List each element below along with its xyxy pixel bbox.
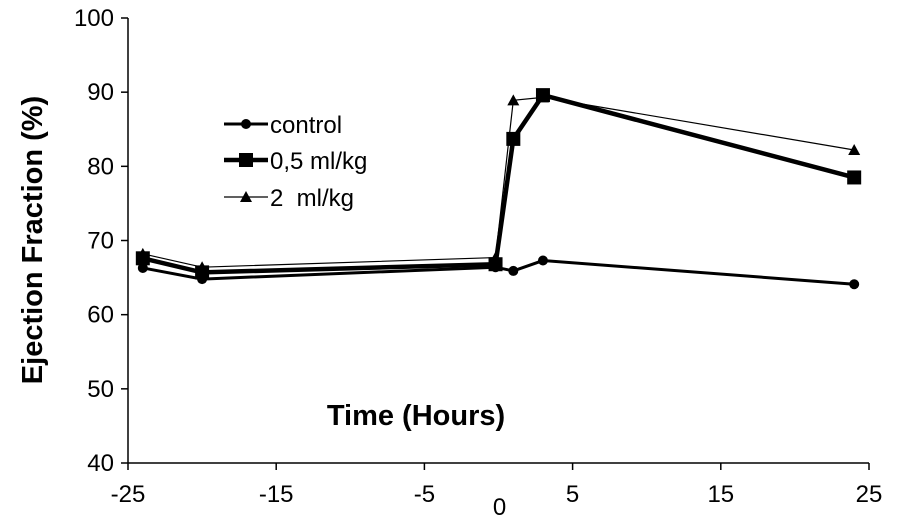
x-tick-label: 5 bbox=[566, 481, 579, 508]
legend-label-0-5-ml-kg: 0,5 ml/kg bbox=[270, 148, 367, 175]
x-zero-label: 0 bbox=[493, 494, 506, 520]
x-axis-title: Time (Hours) bbox=[327, 400, 505, 432]
data-point bbox=[535, 88, 550, 103]
y-tick-label: 60 bbox=[87, 302, 114, 329]
data-point bbox=[848, 144, 861, 156]
y-tick-label: 80 bbox=[87, 153, 114, 180]
y-tick-label: 70 bbox=[87, 228, 114, 255]
legend-marker-control bbox=[241, 119, 251, 129]
data-point bbox=[849, 279, 860, 290]
legend-marker-0-5-ml-kg bbox=[239, 153, 253, 167]
data-point bbox=[490, 262, 501, 273]
series-square bbox=[135, 88, 862, 280]
data-point bbox=[137, 262, 148, 273]
series-line bbox=[142, 96, 855, 268]
data-point bbox=[506, 131, 521, 146]
y-tick-label: 50 bbox=[87, 376, 114, 403]
legend-item-control: control bbox=[224, 112, 342, 139]
legend-marker-2-ml-kg bbox=[240, 191, 252, 202]
series-layer bbox=[135, 88, 862, 290]
data-point bbox=[135, 251, 150, 266]
x-tick-label: -5 bbox=[414, 481, 435, 508]
tick-layer: 40 50 60 70 80 90 100 -25 -15 -5 5 15 25 0 bbox=[74, 5, 882, 520]
data-point bbox=[197, 274, 208, 285]
legend-item-2-ml-kg: 2 ml/kg bbox=[224, 185, 354, 212]
y-tick-label: 90 bbox=[87, 79, 114, 106]
x-tick-label: -15 bbox=[259, 481, 294, 508]
series-line bbox=[142, 92, 855, 275]
series-line bbox=[142, 259, 855, 286]
x-tick-label: 15 bbox=[707, 481, 734, 508]
series-circle bbox=[137, 255, 860, 290]
x-tick-label: 25 bbox=[856, 481, 883, 508]
y-tick-label: 40 bbox=[87, 450, 114, 477]
data-point bbox=[537, 255, 548, 266]
y-tick-label: 100 bbox=[74, 5, 114, 32]
data-point bbox=[507, 94, 520, 106]
data-point bbox=[847, 170, 862, 185]
y-axis-title: Ejection Fraction (%) bbox=[17, 96, 49, 384]
x-tick-label: -25 bbox=[111, 481, 146, 508]
legend: control 0,5 ml/kg 2 ml/kg bbox=[224, 112, 367, 212]
legend-label-2-ml-kg: 2 ml/kg bbox=[270, 185, 354, 212]
legend-item-0-5-ml-kg: 0,5 ml/kg bbox=[224, 148, 367, 175]
legend-label-control: control bbox=[270, 112, 342, 139]
data-point bbox=[508, 265, 519, 276]
